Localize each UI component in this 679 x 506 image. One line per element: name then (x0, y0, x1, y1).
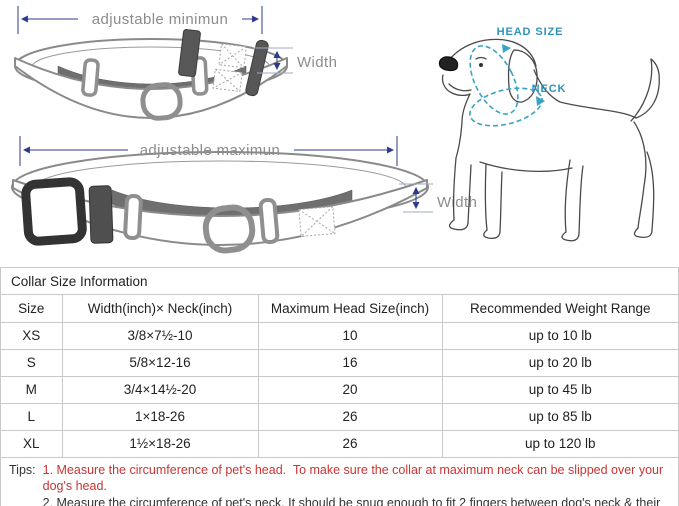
dog-nose (438, 56, 459, 72)
table-row: M 3/4×14½-20 20 up to 45 lb (1, 376, 678, 404)
table-row: XL 1½×18-26 26 up to 120 lb (1, 430, 678, 458)
collar-max-stitch-box (298, 206, 336, 237)
tip-line-2: 2. Measure the circumference of pet's ne… (42, 495, 661, 506)
cell-size: L (1, 403, 63, 431)
collar-min-d-ring (140, 82, 183, 121)
cell-weight: up to 45 lb (442, 376, 678, 404)
collar-min-stitch-boxes (212, 43, 247, 92)
adjustable-minimum-label: adjustable minimun (92, 11, 228, 28)
cell-width-neck: 5/8×12-16 (62, 349, 259, 377)
cell-size: S (1, 349, 63, 377)
collar-min-keeper-left (81, 58, 100, 97)
collar-min-measurements (17, 6, 293, 74)
head-size-measure-ellipse (469, 45, 519, 115)
tips-section: Tips: 1. Measure the circumference of pe… (1, 458, 678, 506)
tips-label: Tips: (9, 462, 36, 477)
cell-width-neck: 3/8×7½-10 (62, 322, 259, 350)
collar-min-diagram (14, 29, 288, 121)
cell-head: 10 (258, 322, 443, 350)
cell-width-neck: 3/4×14½-20 (62, 376, 259, 404)
collar-max-keeper-left (123, 193, 143, 241)
cell-width-neck: 1×18-26 (62, 403, 259, 431)
neck-label: NECK (532, 83, 567, 95)
tip-line-1: 1. Measure the circumference of pet's he… (42, 462, 667, 494)
collar-max-d-ring (202, 204, 256, 254)
collar-min-front-band (14, 57, 288, 119)
collar-max-buckle (21, 177, 87, 246)
header-max-head-size: Maximum Head Size(inch) (258, 295, 443, 323)
width-label-max: Width (437, 194, 477, 211)
header-size: Size (1, 295, 63, 323)
collar-max-diagram (11, 151, 429, 254)
cell-weight: up to 120 lb (442, 430, 678, 458)
cell-head: 26 (258, 403, 443, 431)
cell-head: 26 (258, 430, 443, 458)
cell-size: M (1, 376, 63, 404)
cell-size: XL (1, 430, 63, 458)
adjustable-maximum-label: adjustable maximun (140, 142, 281, 159)
cell-size: XS (1, 322, 63, 350)
table-header-row: Size Width(inch)× Neck(inch) Maximum Hea… (1, 295, 678, 323)
width-label-min: Width (297, 54, 337, 71)
collar-min-slider (178, 29, 201, 78)
cell-weight: up to 20 lb (442, 349, 678, 377)
size-table: Size Width(inch)× Neck(inch) Maximum Hea… (1, 295, 678, 458)
table-row: L 1×18-26 26 up to 85 lb (1, 403, 678, 431)
collar-max-keeper-right (258, 197, 280, 245)
collar-max-measurements (19, 136, 433, 213)
header-width-neck: Width(inch)× Neck(inch) (62, 295, 259, 323)
diagram-area: adjustable minimun Width (11, 6, 660, 254)
dog-measure-lines (469, 44, 545, 127)
dog-illustration (438, 38, 660, 242)
collar-max-slider (88, 185, 114, 244)
cell-weight: up to 10 lb (442, 322, 678, 350)
header-weight-range: Recommended Weight Range (442, 295, 678, 323)
collar-size-info-panel: Collar Size Information Size Width(inch)… (0, 267, 679, 506)
tips-lines: 1. Measure the circumference of pet's he… (43, 462, 672, 506)
neck-measure-ellipse (469, 87, 543, 127)
table-row: S 5/8×12-16 16 up to 20 lb (1, 349, 678, 377)
table-title: Collar Size Information (1, 268, 678, 295)
table-row: XS 3/8×7½-10 10 up to 10 lb (1, 322, 678, 350)
head-size-label: HEAD SIZE (497, 26, 564, 38)
cell-head: 16 (258, 349, 443, 377)
collar-min-tab (245, 39, 269, 97)
cell-head: 20 (258, 376, 443, 404)
cell-width-neck: 1½×18-26 (62, 430, 259, 458)
cell-weight: up to 85 lb (442, 403, 678, 431)
